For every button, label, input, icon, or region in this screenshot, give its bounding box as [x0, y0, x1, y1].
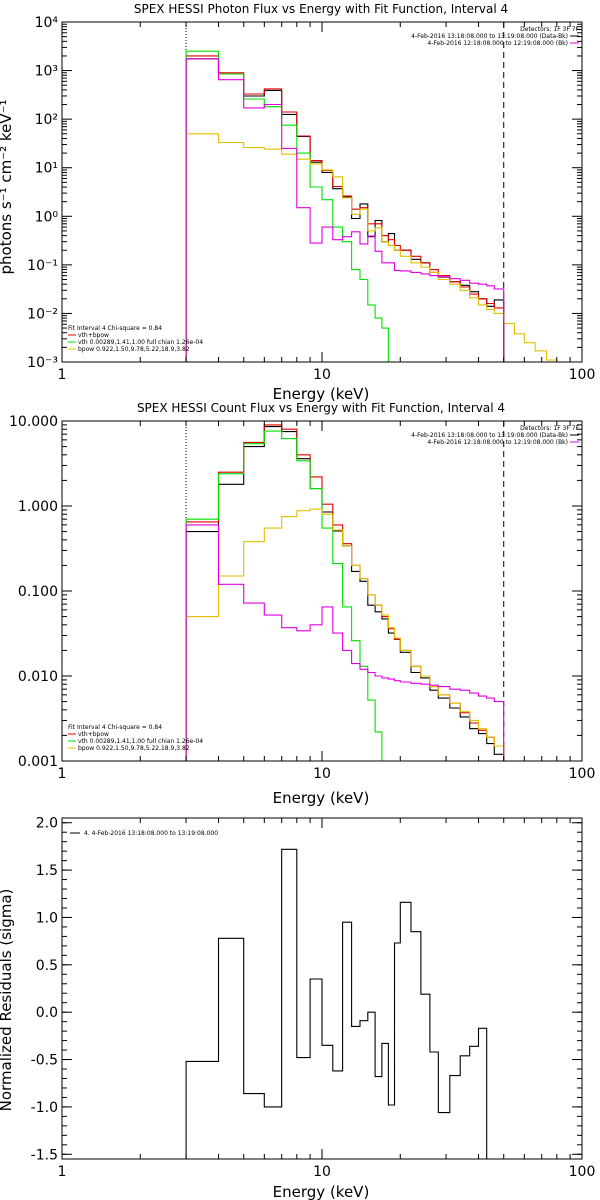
header-text: 4-Feb-2016 13:18:08.000 to 13:19:08.000 …: [411, 33, 568, 40]
panel-title: SPEX HESSI Count Flux vs Energy with Fit…: [137, 401, 505, 415]
legend-title: Fit Interval 4 Chi-square = 0.84: [68, 724, 162, 731]
y-tick-label: 1.0: [36, 910, 58, 926]
x-tick-label: 10: [313, 367, 331, 383]
series-background-line: [185, 524, 505, 761]
y-tick-label: -0.5: [31, 1053, 58, 1069]
header-text: Detectors: 1F 3F 7F: [520, 26, 579, 33]
x-tick-label: 10: [313, 1164, 331, 1180]
y-tick-label: 10³: [35, 64, 58, 80]
photon-flux-panel: SPEX HESSI Photon Flux vs Energy with Fi…: [0, 2, 595, 403]
header-text: 4-Feb-2016 12:18:08.000 to 12:19:08.000 …: [427, 40, 568, 47]
y-tick-label: -1.5: [31, 1147, 58, 1163]
y-tick-label: 10.000: [9, 414, 58, 430]
header-text: 4-Feb-2016 12:18:08.000 to 12:19:08.000 …: [427, 439, 568, 446]
y-tick-label: 10⁰: [35, 209, 59, 225]
x-axis-label: Energy (keV): [273, 1183, 370, 1200]
series-bpow-line: [185, 508, 515, 761]
x-axis-label: Energy (keV): [273, 789, 370, 807]
legend-entry: vth 0.00289,1.41,1.00 full chian 1.26e-0…: [78, 339, 203, 346]
y-axis-label: photons s⁻¹ cm⁻² keV⁻¹: [0, 100, 15, 275]
panel-title: SPEX HESSI Photon Flux vs Energy with Fi…: [134, 2, 508, 16]
residuals-panel: Energy (keV) Normalized Residuals (sigma…: [0, 816, 595, 1200]
y-tick-label: 1.5: [36, 863, 58, 879]
series-fit_total-line: [185, 55, 505, 362]
y-tick-label: 0.5: [36, 958, 58, 974]
header-text: Detectors: 1F 3F 7F: [520, 425, 579, 432]
legend-entry: vth+bpow: [78, 731, 109, 738]
legend-entry: 4. 4-Feb-2016 13:18:08.000 to 13:19:08.0…: [84, 830, 218, 837]
series-vth-line: [185, 50, 395, 362]
series-group: [185, 50, 558, 362]
series-fit_total-line: [185, 424, 505, 761]
series-group: [185, 848, 488, 1159]
y-tick-label: 0.0: [36, 1005, 58, 1021]
x-tick-label: 100: [569, 766, 596, 782]
x-tick-label: 100: [569, 1164, 596, 1180]
y-tick-label: 0.001: [18, 754, 58, 770]
x-axis-label: Energy (keV): [273, 385, 370, 403]
header-text: 4-Feb-2016 13:18:08.000 to 13:19:08.000 …: [411, 432, 568, 439]
series-data-line: [185, 848, 488, 1159]
series-vth-line: [185, 430, 389, 761]
legend-entry: bpow 0.922,1.50,9.78,5.22,18.9,3.82: [78, 745, 190, 752]
x-tick-label: 1: [58, 766, 67, 782]
y-tick-label: 10²: [35, 112, 58, 128]
y-tick-label: -1.0: [31, 1100, 58, 1116]
y-tick-label: 2.0: [36, 816, 58, 832]
x-tick-label: 100: [569, 367, 596, 383]
x-tick-label: 1: [58, 1164, 67, 1180]
y-axis-label: Normalized Residuals (sigma): [0, 889, 15, 1112]
y-tick-label: 1.000: [18, 499, 58, 515]
series-background-line: [185, 58, 505, 362]
y-tick-label: 0.010: [18, 669, 58, 685]
series-data-line: [185, 426, 505, 761]
y-tick-label: 10⁻²: [27, 306, 58, 322]
y-tick-label: 10⁴: [35, 15, 59, 31]
count-flux-panel: SPEX HESSI Count Flux vs Energy with Fit…: [9, 401, 595, 807]
y-tick-label: 10⁻¹: [27, 258, 58, 274]
y-tick-label: 0.100: [18, 584, 58, 600]
y-tick-label: 10¹: [35, 161, 58, 177]
legend-entry: vth+bpow: [78, 332, 109, 339]
x-tick-label: 10: [313, 766, 331, 782]
series-data-line: [185, 58, 505, 362]
series-bpow-line: [185, 133, 558, 362]
legend-entry: vth 0.00289,1.41,1.00 full chian 1.26e-0…: [78, 738, 203, 745]
x-tick-label: 1: [58, 367, 67, 383]
series-group: [185, 424, 515, 761]
legend-entry: bpow 0.922,1.50,9.78,5.22,18.9,3.82: [78, 346, 190, 353]
y-tick-label: 10⁻³: [27, 355, 58, 371]
legend-title: Fit Interval 4 Chi-square = 0.84: [68, 325, 162, 332]
